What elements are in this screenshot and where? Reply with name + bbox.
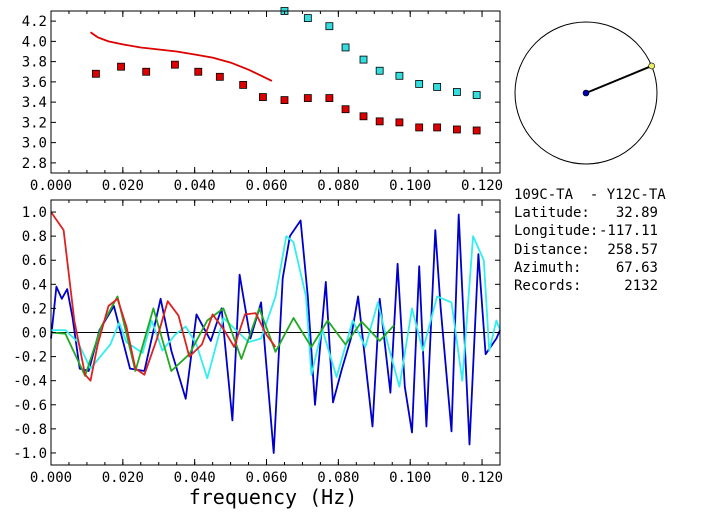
distance-value: 258.57 bbox=[607, 241, 658, 258]
x-axis-label: frequency (Hz) bbox=[189, 485, 358, 509]
x-tick-label: 0.060 bbox=[245, 470, 287, 486]
data-point bbox=[325, 94, 334, 102]
data-point bbox=[375, 117, 384, 126]
data-point bbox=[452, 88, 461, 96]
x-tick-label: 0.120 bbox=[461, 178, 503, 194]
longitude-label: Longitude: bbox=[514, 223, 599, 240]
data-point bbox=[395, 118, 404, 127]
azimuth-value: 67.63 bbox=[615, 259, 658, 276]
station-info-panel: 109C-TA - Y12C-TA Latitude: 32.89 Longitu… bbox=[514, 186, 700, 295]
series-line-1 bbox=[51, 235, 501, 388]
data-point bbox=[303, 14, 312, 22]
longitude-value: -117.11 bbox=[598, 223, 658, 240]
data-point bbox=[395, 71, 404, 80]
x-tick-label: 0.080 bbox=[317, 470, 359, 486]
data-point bbox=[215, 72, 224, 81]
y-tick-label: -1.0 bbox=[13, 446, 47, 462]
series-line-3 bbox=[50, 211, 277, 382]
plot-frame bbox=[50, 10, 501, 174]
data-point bbox=[92, 69, 100, 78]
data-point bbox=[303, 94, 312, 102]
data-point bbox=[341, 43, 350, 52]
latitude-value: 32.89 bbox=[615, 205, 658, 222]
x-tick-label: 0.120 bbox=[461, 470, 503, 486]
y-tick-label: 0.4 bbox=[22, 277, 47, 293]
y-tick-label: 4.2 bbox=[22, 14, 47, 30]
x-tick-label: 0.060 bbox=[245, 178, 287, 194]
series-line-0 bbox=[50, 213, 501, 454]
data-point bbox=[171, 60, 179, 69]
x-tick-label: 0.000 bbox=[30, 178, 72, 194]
records-label: Records: bbox=[514, 277, 582, 294]
azimuth-line bbox=[585, 65, 653, 94]
info-row-latitude: Latitude: 32.89 bbox=[514, 204, 700, 222]
data-point bbox=[194, 67, 203, 76]
info-row-distance: Distance: 258.57 bbox=[514, 241, 700, 259]
data-point bbox=[415, 80, 424, 88]
x-tick-label: 0.100 bbox=[389, 178, 431, 194]
data-point bbox=[117, 62, 125, 71]
y-tick-label: 3.0 bbox=[22, 136, 47, 152]
x-tick-label: 0.080 bbox=[317, 178, 359, 194]
y-tick-label: 0.6 bbox=[22, 253, 47, 269]
data-point bbox=[280, 96, 289, 104]
y-tick-label: 0.2 bbox=[22, 301, 47, 317]
x-tick-label: 0.040 bbox=[174, 470, 216, 486]
azimuth-plot bbox=[514, 21, 658, 165]
y-tick-label: 4.0 bbox=[22, 34, 47, 50]
data-point bbox=[433, 123, 442, 132]
data-point bbox=[452, 125, 461, 134]
y-tick-label: -0.4 bbox=[13, 374, 47, 390]
y-tick-label: 3.4 bbox=[22, 95, 47, 111]
series-line-2 bbox=[50, 295, 395, 377]
latitude-label: Latitude: bbox=[514, 205, 590, 222]
series-line-2 bbox=[89, 31, 273, 82]
data-point bbox=[142, 67, 151, 76]
y-tick-label: -0.2 bbox=[13, 350, 47, 366]
azimuth-circle bbox=[514, 21, 658, 165]
y-tick-label: 1.0 bbox=[22, 205, 47, 221]
azimuth-label: Azimuth: bbox=[514, 259, 582, 276]
y-tick-label: 0.8 bbox=[22, 229, 47, 245]
y-tick-label: -0.8 bbox=[13, 422, 47, 438]
y-tick-label: 3.6 bbox=[22, 75, 47, 91]
station-end-dot bbox=[648, 62, 655, 70]
x-tick-label: 0.000 bbox=[30, 470, 72, 486]
data-point bbox=[472, 126, 481, 135]
data-point bbox=[375, 66, 384, 75]
station-pair-title: 109C-TA - Y12C-TA bbox=[514, 187, 666, 203]
data-point bbox=[433, 83, 442, 91]
data-point bbox=[359, 112, 368, 121]
data-point bbox=[359, 55, 368, 64]
records-value: 2132 bbox=[624, 277, 658, 294]
data-point bbox=[341, 105, 350, 114]
data-point bbox=[259, 93, 267, 101]
data-point bbox=[239, 81, 248, 89]
station-center-dot bbox=[582, 89, 590, 97]
info-row-azimuth: Azimuth: 67.63 bbox=[514, 259, 700, 277]
y-tick-label: 3.2 bbox=[22, 115, 47, 131]
x-tick-label: 0.020 bbox=[102, 470, 144, 486]
waveform-plot: -1.0 -0.8 -0.6 -0.4 -0.2 0.0 0.2 0.4 0.6 0.8 1.0 0.… bbox=[13, 199, 503, 486]
x-tick-label: 0.020 bbox=[102, 178, 144, 194]
dispersion-plot: 2.8 3.0 3.2 3.4 3.6 3.8 4.0 4.2 0.000 0.020 0.040 0… bbox=[22, 7, 503, 194]
data-point bbox=[472, 91, 481, 99]
info-row-longitude: Longitude: -117.11 bbox=[514, 222, 700, 240]
y-tick-label: 0.0 bbox=[22, 326, 47, 342]
data-point bbox=[325, 22, 334, 31]
y-tick-label: 3.8 bbox=[22, 55, 47, 71]
y-tick-label: 2.8 bbox=[22, 156, 47, 172]
x-tick-label: 0.100 bbox=[389, 470, 431, 486]
data-point bbox=[415, 123, 424, 132]
info-row-records: Records: 2132 bbox=[514, 277, 700, 295]
y-tick-label: -0.6 bbox=[13, 398, 47, 414]
x-tick-label: 0.040 bbox=[174, 178, 216, 194]
distance-label: Distance: bbox=[514, 241, 590, 258]
